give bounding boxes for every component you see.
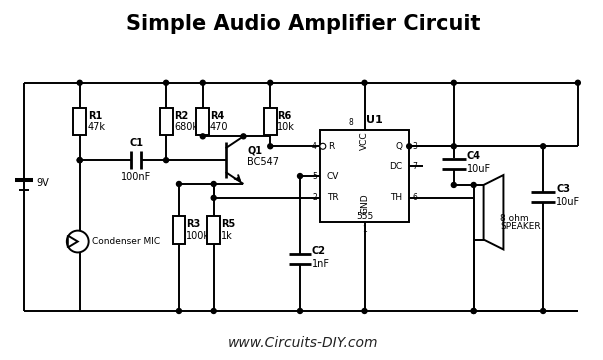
Text: 1: 1 (362, 225, 367, 234)
Text: 4: 4 (312, 142, 317, 151)
Circle shape (241, 134, 246, 139)
Circle shape (451, 80, 456, 85)
Bar (474, 185, 484, 239)
Text: C4: C4 (467, 151, 481, 161)
Circle shape (77, 158, 82, 163)
Circle shape (471, 309, 476, 314)
Circle shape (297, 174, 303, 179)
Text: 680k: 680k (174, 122, 198, 132)
Circle shape (163, 80, 168, 85)
Circle shape (200, 80, 205, 85)
Text: DC: DC (389, 162, 402, 171)
Circle shape (211, 309, 216, 314)
Text: R3: R3 (186, 219, 200, 229)
Circle shape (77, 80, 82, 85)
Polygon shape (68, 235, 78, 247)
Circle shape (211, 195, 216, 201)
Text: 470: 470 (210, 122, 228, 132)
Circle shape (320, 143, 326, 149)
Bar (172, 216, 185, 243)
Circle shape (451, 183, 456, 188)
Text: TR: TR (327, 193, 338, 202)
Circle shape (406, 144, 412, 149)
Text: R1: R1 (87, 111, 102, 121)
Text: Q: Q (395, 142, 402, 151)
Circle shape (362, 80, 367, 85)
Text: 100k: 100k (186, 230, 210, 240)
Circle shape (471, 309, 476, 314)
Text: 1nF: 1nF (312, 259, 330, 269)
Text: BC547: BC547 (247, 157, 279, 167)
Text: 2: 2 (312, 193, 317, 202)
Text: 8 ohm: 8 ohm (500, 214, 529, 223)
Text: CV: CV (327, 171, 339, 180)
Text: 5: 5 (312, 171, 317, 180)
Text: 555: 555 (356, 212, 373, 221)
Circle shape (200, 134, 205, 139)
Circle shape (297, 309, 303, 314)
Circle shape (362, 309, 367, 314)
Text: 100nF: 100nF (121, 172, 151, 182)
Circle shape (541, 309, 546, 314)
Circle shape (541, 144, 546, 149)
Text: TH: TH (390, 193, 402, 202)
Circle shape (268, 144, 273, 149)
Circle shape (67, 231, 89, 252)
Circle shape (177, 309, 182, 314)
Text: R: R (328, 142, 334, 151)
Circle shape (177, 181, 182, 186)
Text: GND: GND (360, 194, 369, 214)
Bar (264, 108, 277, 135)
Text: R2: R2 (174, 111, 188, 121)
Circle shape (451, 144, 456, 149)
Text: SPEAKER: SPEAKER (500, 222, 541, 231)
Text: C2: C2 (312, 247, 326, 256)
Bar (74, 108, 86, 135)
Bar (207, 216, 220, 243)
Text: 1k: 1k (221, 230, 232, 240)
Text: 6: 6 (412, 193, 417, 202)
Text: R6: R6 (277, 111, 291, 121)
Text: R5: R5 (221, 219, 235, 229)
Text: 10uF: 10uF (556, 197, 580, 207)
Circle shape (575, 80, 580, 85)
Circle shape (471, 183, 476, 188)
Text: U1: U1 (366, 116, 383, 126)
Text: 10uF: 10uF (467, 163, 491, 174)
Polygon shape (484, 175, 504, 249)
Text: Condenser MIC: Condenser MIC (92, 237, 160, 246)
Text: 8: 8 (349, 118, 353, 127)
Text: R4: R4 (210, 111, 224, 121)
Circle shape (163, 158, 168, 163)
Text: 3: 3 (412, 142, 417, 151)
Bar (160, 108, 172, 135)
Circle shape (211, 181, 216, 186)
Text: 7: 7 (412, 162, 417, 171)
Text: C1: C1 (129, 138, 144, 148)
Text: Simple Audio Amplifier Circuit: Simple Audio Amplifier Circuit (126, 14, 480, 34)
Text: www.Circuits-DIY.com: www.Circuits-DIY.com (228, 336, 378, 350)
Circle shape (268, 80, 273, 85)
Text: 10k: 10k (277, 122, 295, 132)
Bar (197, 108, 209, 135)
Text: 9V: 9V (36, 178, 49, 188)
Text: C3: C3 (556, 184, 570, 194)
Circle shape (77, 158, 82, 163)
Text: VCC: VCC (360, 131, 369, 150)
Bar (320, 130, 409, 222)
Text: Q1: Q1 (247, 145, 262, 155)
Text: 47k: 47k (87, 122, 106, 132)
